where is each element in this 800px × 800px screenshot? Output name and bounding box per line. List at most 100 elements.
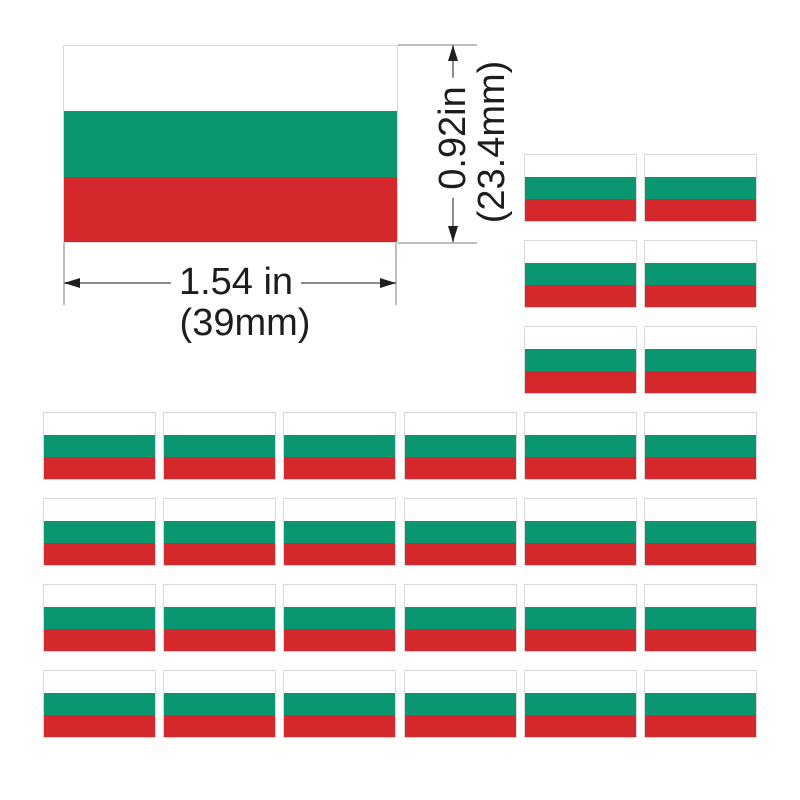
flag-stripe-green — [645, 521, 756, 543]
flag-stripe-green — [645, 177, 756, 199]
flag-stripe-green — [164, 435, 275, 457]
flag-stripe-white — [164, 671, 275, 693]
flag-stripe-red — [284, 457, 395, 479]
flag-stripe-white — [164, 413, 275, 435]
flag-stripe-red — [284, 715, 395, 737]
dim-arrow-left-icon — [64, 278, 80, 288]
flag-sticker — [283, 584, 396, 652]
flag-sticker — [644, 584, 757, 652]
flag-sticker — [644, 154, 757, 222]
flag-sticker — [163, 498, 276, 566]
flag-sticker — [404, 670, 517, 738]
flag-stripe-red — [64, 176, 397, 242]
flag-stripe-white — [525, 241, 636, 263]
flag-stripe-white — [645, 671, 756, 693]
flag-stripe-green — [525, 349, 636, 371]
flag-stripe-white — [525, 155, 636, 177]
dim-arrow-down-icon — [448, 226, 458, 242]
flag-stripe-red — [525, 543, 636, 565]
flag-stripe-white — [405, 413, 516, 435]
flag-stripe-green — [44, 435, 155, 457]
flag-stripe-white — [405, 585, 516, 607]
flag-sticker — [283, 670, 396, 738]
height-label-mm: (23.4mm) — [471, 52, 513, 232]
flag-sticker — [644, 670, 757, 738]
flag-stripe-red — [284, 543, 395, 565]
flag-stripe-white — [64, 46, 397, 112]
flag-stripe-red — [405, 457, 516, 479]
flag-stripe-white — [164, 499, 275, 521]
flag-sticker — [283, 412, 396, 480]
flag-stripe-green — [284, 521, 395, 543]
width-label-mm: (39mm) — [179, 302, 311, 344]
flag-stripe-green — [645, 349, 756, 371]
flag-stripe-white — [405, 671, 516, 693]
flag-stripe-red — [645, 629, 756, 651]
dim-arrow-right-icon — [380, 278, 396, 288]
flag-stripe-green — [405, 521, 516, 543]
flag-stripe-white — [525, 327, 636, 349]
flag-stripe-green — [525, 607, 636, 629]
flag-stripe-red — [525, 371, 636, 393]
flag-sticker — [524, 584, 637, 652]
flag-stripe-red — [525, 199, 636, 221]
flag-stripe-red — [525, 629, 636, 651]
flag-stripe-green — [645, 263, 756, 285]
flag-sticker — [404, 412, 517, 480]
flag-sticker — [524, 498, 637, 566]
flag-stripe-red — [645, 285, 756, 307]
width-ext-line-left — [63, 243, 65, 305]
flag-stripe-white — [645, 241, 756, 263]
large-flag-preview — [63, 45, 398, 243]
flag-stripe-green — [525, 177, 636, 199]
flag-stripe-white — [44, 671, 155, 693]
flag-stripe-red — [44, 457, 155, 479]
flag-stripe-red — [645, 715, 756, 737]
height-ext-line-bottom — [398, 242, 477, 244]
flag-sticker — [404, 498, 517, 566]
flag-stripe-white — [405, 499, 516, 521]
flag-sticker — [43, 670, 156, 738]
flag-stripe-red — [164, 629, 275, 651]
flag-stripe-red — [164, 715, 275, 737]
flag-stripe-white — [525, 499, 636, 521]
width-ext-line-right — [395, 243, 397, 305]
flag-sticker — [283, 498, 396, 566]
flag-stripe-white — [645, 585, 756, 607]
flag-stripe-green — [164, 607, 275, 629]
flag-stripe-white — [284, 413, 395, 435]
flag-stripe-red — [44, 543, 155, 565]
flag-sticker — [404, 584, 517, 652]
flag-stripe-red — [525, 715, 636, 737]
flag-sticker — [524, 154, 637, 222]
flag-stripe-green — [44, 521, 155, 543]
flag-stripe-white — [44, 499, 155, 521]
flag-stripe-green — [525, 693, 636, 715]
flag-stripe-red — [405, 629, 516, 651]
flag-sticker — [644, 412, 757, 480]
flag-sticker — [524, 412, 637, 480]
flag-stripe-red — [645, 199, 756, 221]
flag-stripe-white — [44, 585, 155, 607]
flag-sticker — [644, 240, 757, 308]
flag-stripe-green — [44, 693, 155, 715]
flag-sticker — [644, 498, 757, 566]
flag-stripe-red — [525, 457, 636, 479]
flag-sticker — [163, 412, 276, 480]
flag-stripe-white — [525, 585, 636, 607]
flag-stripe-white — [284, 671, 395, 693]
flag-stripe-green — [645, 607, 756, 629]
dim-arrow-up-icon — [448, 45, 458, 61]
flag-stripe-green — [525, 263, 636, 285]
flag-stripe-green — [64, 111, 397, 177]
flag-stripe-green — [164, 693, 275, 715]
flag-stripe-green — [405, 693, 516, 715]
width-label-inches: 1.54 in — [170, 262, 302, 302]
height-label-inches: 0.92in — [432, 78, 474, 198]
flag-stripe-green — [284, 693, 395, 715]
flag-stripe-white — [44, 413, 155, 435]
flag-stripe-white — [645, 155, 756, 177]
flag-sticker — [163, 584, 276, 652]
flag-sticker — [43, 412, 156, 480]
flag-stripe-red — [164, 543, 275, 565]
